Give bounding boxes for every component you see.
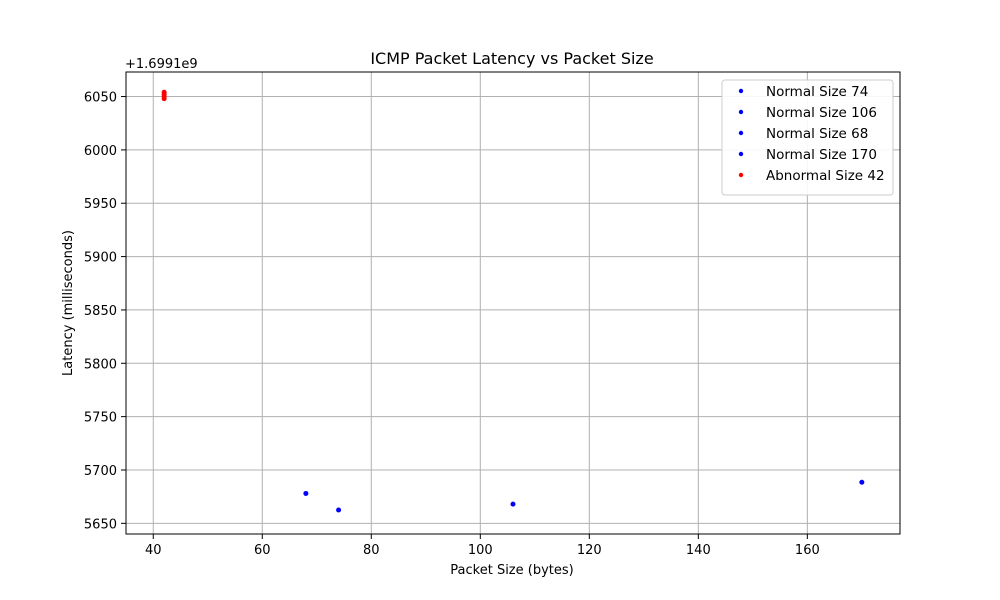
x-tick-label: 140 <box>686 543 711 558</box>
legend-box <box>721 79 894 196</box>
grid <box>126 72 900 534</box>
plot-area-frame <box>125 71 901 535</box>
data-point <box>161 89 167 95</box>
legend-marker <box>738 109 744 115</box>
legend-label: Abnormal Size 42 <box>766 168 885 184</box>
y-axis-label: Latency (milliseconds) <box>61 230 76 376</box>
y-tick-label: 6000 <box>84 144 117 159</box>
y-tick-label: 5800 <box>84 357 117 372</box>
x-tick-label: 120 <box>577 543 602 558</box>
legend-label: Normal Size 68 <box>766 126 868 142</box>
legend-label: Normal Size 170 <box>766 147 877 163</box>
legend-marker <box>738 151 744 157</box>
chart-title: ICMP Packet Latency vs Packet Size <box>370 49 653 68</box>
y-tick-label: 5650 <box>84 517 117 532</box>
legend-marker <box>738 130 744 136</box>
y-tick-label: 5700 <box>84 464 117 479</box>
legend-marker <box>738 172 744 178</box>
x-tick-label: 160 <box>795 543 820 558</box>
legend-marker <box>738 88 744 94</box>
x-tick-label: 80 <box>363 543 380 558</box>
data-point <box>510 501 516 507</box>
y-tick-label: 5900 <box>84 251 117 266</box>
data-point <box>336 507 342 513</box>
data-point <box>303 490 309 496</box>
legend-label: Normal Size 106 <box>766 105 877 121</box>
y-tick-label: 5750 <box>84 411 117 426</box>
y-tick-label: 5850 <box>84 304 117 319</box>
legend-label: Normal Size 74 <box>766 84 868 100</box>
x-tick-label: 60 <box>254 543 271 558</box>
x-axis-label: Packet Size (bytes) <box>450 563 573 578</box>
axis-ticks: 40 60 80 100 120 140 160 5650 5700 5750 5800 5850 59… <box>84 91 820 558</box>
y-tick-label: 5950 <box>84 197 117 212</box>
y-tick-label: 6050 <box>84 91 117 106</box>
legend: Normal Size 74 Normal Size 106 Normal Size… <box>721 79 894 196</box>
x-tick-label: 100 <box>468 543 493 558</box>
x-tick-label: 40 <box>145 543 162 558</box>
y-axis-offset-label: +1.6991e9 <box>125 57 198 72</box>
data-point <box>859 479 865 485</box>
data-points <box>161 89 865 513</box>
